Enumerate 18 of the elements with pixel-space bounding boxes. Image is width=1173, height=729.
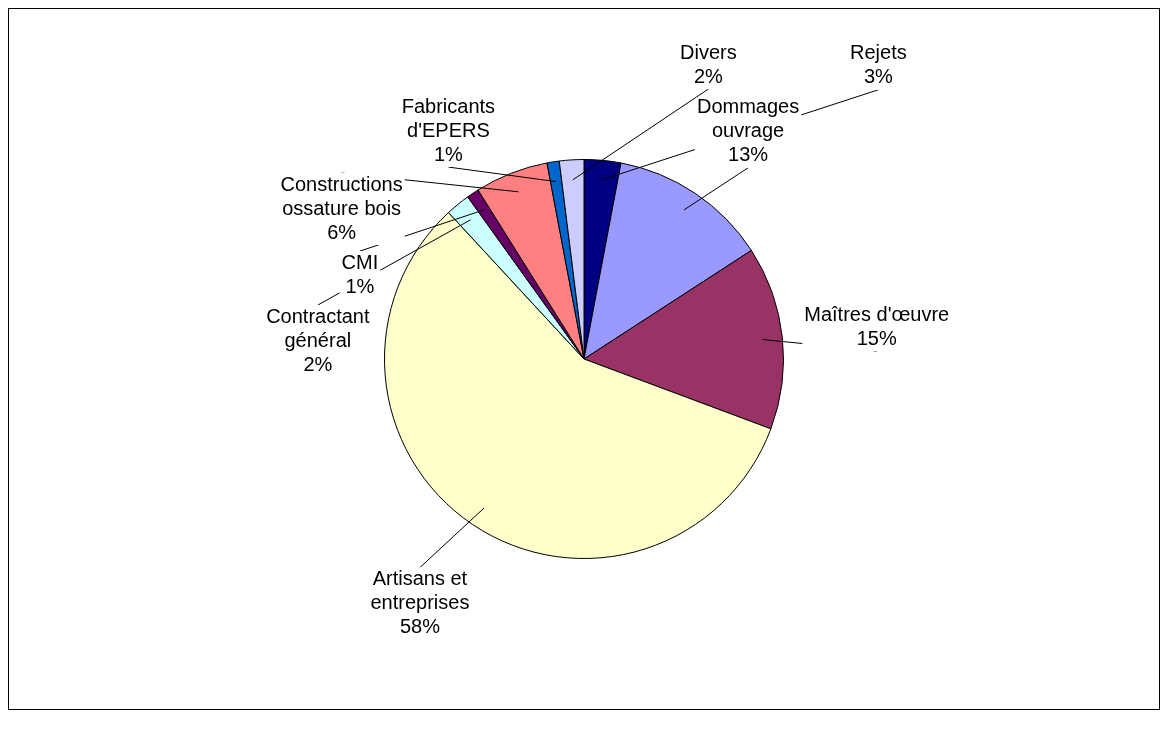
- slice-label: CMI: [341, 250, 379, 273]
- slice-label: Fabricants d'EPERS: [401, 94, 496, 141]
- data-label: 13%: [728, 143, 769, 166]
- slice-label: Divers: [680, 40, 737, 63]
- slice-label: Rejets: [850, 41, 907, 64]
- slice-label: Contractant général: [266, 304, 370, 351]
- slice-label: Artisans et entreprises: [370, 567, 470, 614]
- data-label: 1%: [433, 142, 464, 165]
- slice-label: Maîtres d'œuvre: [804, 302, 950, 325]
- slice-label: Dommages ouvrage: [696, 95, 800, 142]
- slice-label: Constructions ossature bois: [280, 172, 403, 219]
- data-label: 2%: [693, 64, 724, 87]
- data-label: 15%: [856, 326, 897, 349]
- data-label: 3%: [863, 65, 894, 88]
- data-label: 58%: [399, 615, 441, 638]
- data-label: 6%: [327, 220, 357, 243]
- data-label: 1%: [345, 274, 375, 297]
- data-label: 2%: [303, 352, 333, 375]
